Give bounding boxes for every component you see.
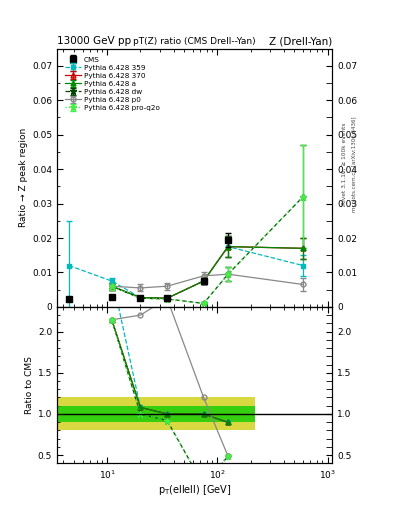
- Y-axis label: Ratio → Z peak region: Ratio → Z peak region: [19, 128, 28, 227]
- Title: pT(Z) ratio (CMS Drell--Yan): pT(Z) ratio (CMS Drell--Yan): [133, 37, 256, 47]
- Text: mcplots.cern.ch [arXiv:1306.3436]: mcplots.cern.ch [arXiv:1306.3436]: [352, 116, 357, 211]
- Text: 13000 GeV pp: 13000 GeV pp: [57, 36, 131, 46]
- X-axis label: $\mathregular{p_T(ellell)}$ [GeV]: $\mathregular{p_T(ellell)}$ [GeV]: [158, 483, 231, 497]
- Text: Z (Drell-Yan): Z (Drell-Yan): [269, 36, 332, 46]
- Legend: CMS, Pythia 6.428 359, Pythia 6.428 370, Pythia 6.428 a, Pythia 6.428 dw, Pythia: CMS, Pythia 6.428 359, Pythia 6.428 370,…: [63, 55, 161, 113]
- Y-axis label: Ratio to CMS: Ratio to CMS: [25, 356, 33, 414]
- Text: Rivet 3.1.10, ≥ 100k events: Rivet 3.1.10, ≥ 100k events: [342, 122, 347, 205]
